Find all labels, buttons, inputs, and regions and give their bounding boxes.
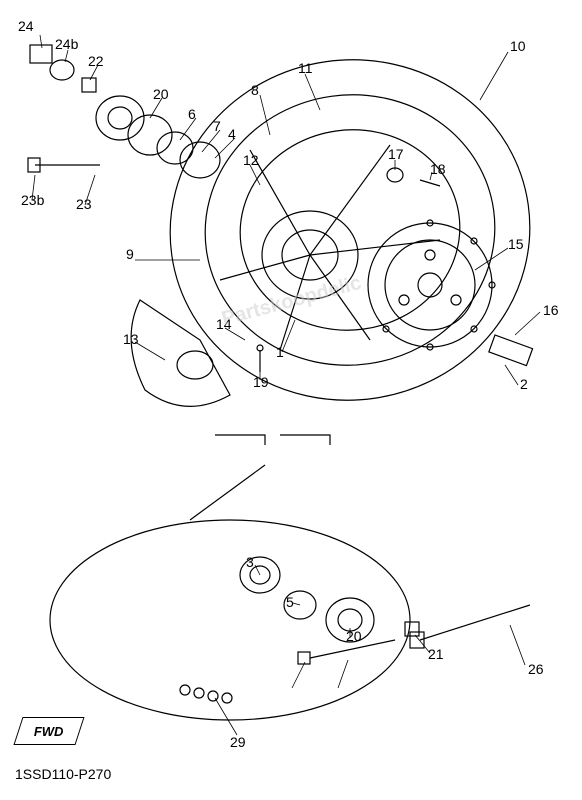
callout-6: 6: [188, 106, 196, 122]
callout-4: 4: [228, 126, 236, 142]
fwd-direction-badge: FWD: [13, 717, 84, 745]
callout-15: 15: [508, 236, 524, 252]
callout-25: 26: [528, 661, 544, 677]
callout-24: 23b: [21, 192, 44, 208]
callout-22: 22: [88, 53, 104, 69]
callout-1: 1: [276, 344, 284, 360]
callout-19: 19: [253, 374, 269, 390]
callout-16: 16: [543, 302, 559, 318]
callout-7: 7: [213, 118, 221, 134]
callout-10: 10: [510, 38, 526, 54]
callout-23: 23: [76, 196, 92, 212]
callout-20b: 20: [346, 628, 362, 644]
callout-9: 9: [126, 246, 134, 262]
callout-18: 18: [430, 161, 446, 177]
callout-20: 20: [153, 86, 169, 102]
callout-29: 29: [230, 734, 246, 750]
parts-diagram-container: 24 24b 22 20 6 7 4 8 11 10 12 17 18 23b …: [0, 0, 582, 800]
callout-21: 21: [428, 646, 444, 662]
diagram-illustration: [0, 0, 582, 800]
callout-26: 24: [18, 18, 34, 34]
callout-12: 12: [243, 152, 259, 168]
fwd-label: FWD: [34, 724, 64, 739]
callout-17: 17: [388, 146, 404, 162]
callout-8: 8: [251, 82, 259, 98]
callout-2: 2: [520, 376, 528, 392]
diagram-reference-number: 1SSD110-P270: [15, 766, 111, 782]
callout-11: 11: [298, 60, 313, 76]
callout-5: 5: [286, 594, 294, 610]
callout-3: 3: [246, 554, 254, 570]
callout-14: 14: [216, 316, 232, 332]
callout-27: 24b: [55, 36, 78, 52]
callout-13: 13: [123, 331, 139, 347]
